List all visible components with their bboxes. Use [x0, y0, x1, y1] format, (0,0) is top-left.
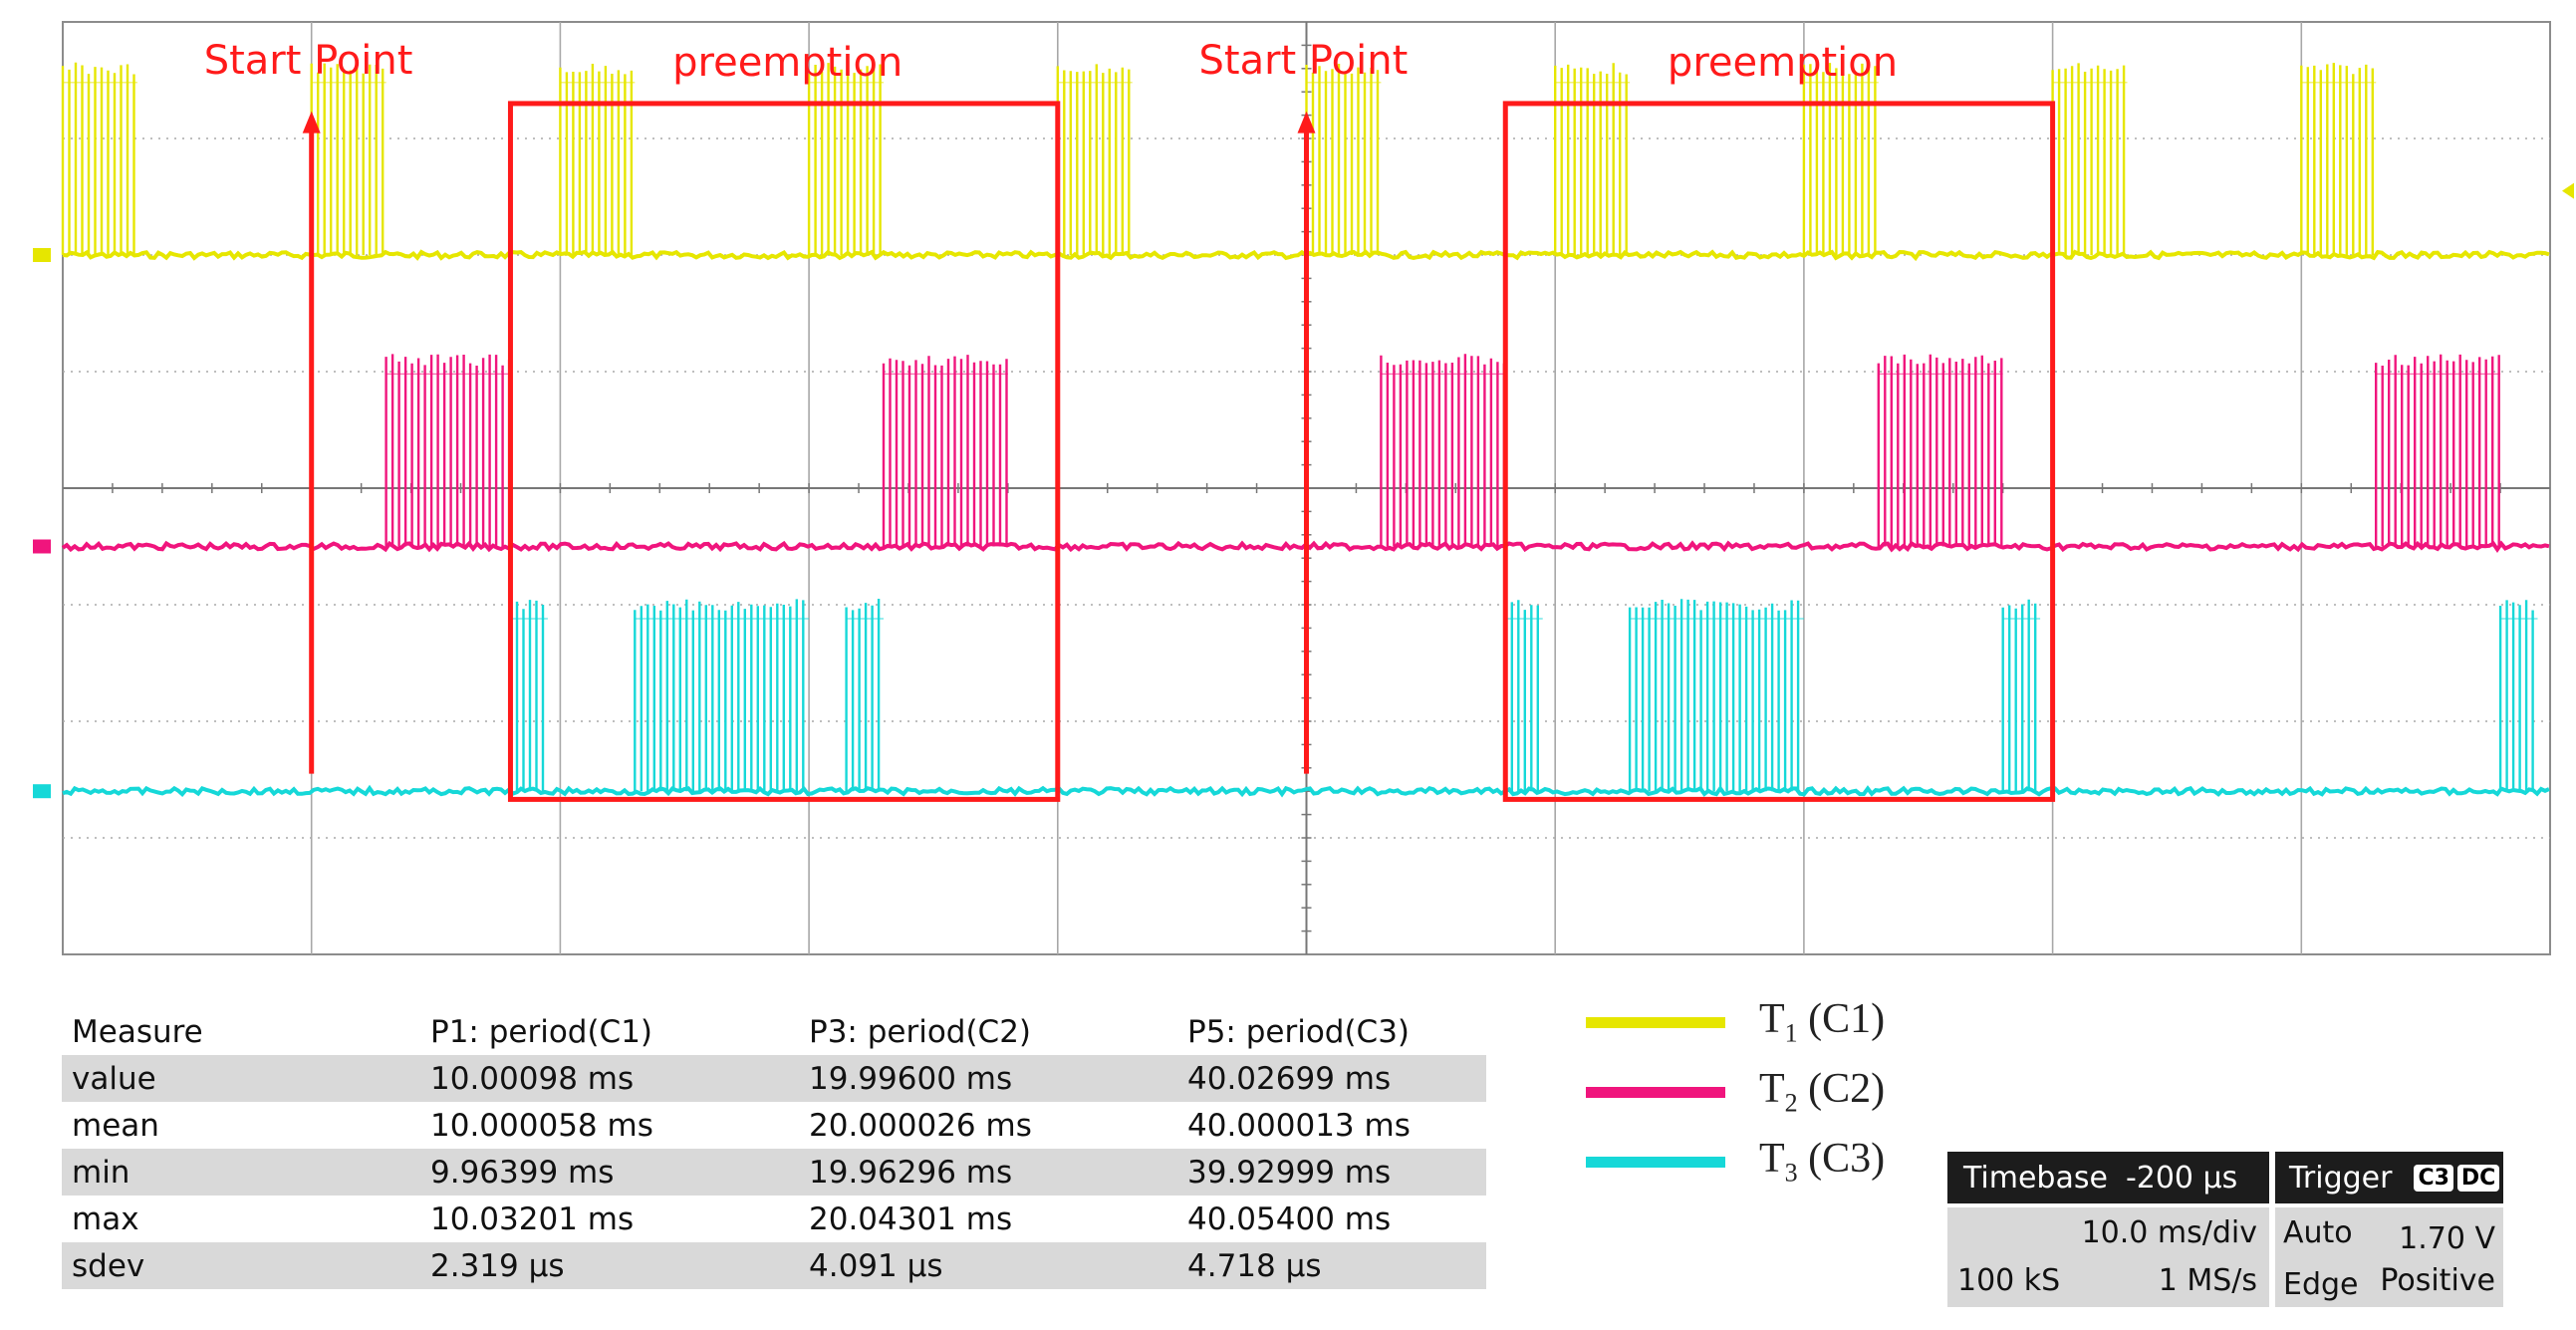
- table-cell: 9.96399 ms: [420, 1149, 799, 1196]
- legend-label: T2 (C2): [1759, 1066, 1886, 1118]
- timebase-body: 10.0 ms/div 100 kS 1 MS/s: [1947, 1207, 2269, 1307]
- trace-pulse-burst: [1554, 63, 1628, 255]
- start-point-arrowhead: [302, 111, 321, 133]
- channel-marker-c3: [33, 784, 51, 799]
- legend-swatch: [1586, 1156, 1725, 1168]
- table-header-cell: P5: period(C3): [1177, 1008, 1486, 1055]
- table-cell: 2.319 µs: [420, 1242, 799, 1289]
- trace-pulse-burst: [2001, 599, 2037, 792]
- measurement-table: Measure P1: period(C1) P3: period(C2) P5…: [62, 1008, 1486, 1289]
- trace-pulse-burst: [559, 64, 634, 255]
- legend-label: T1 (C1): [1759, 996, 1886, 1048]
- trace-pulse-burst: [385, 354, 511, 547]
- channel-marker-c1: [33, 248, 51, 262]
- trace-pulse-burst: [2498, 600, 2534, 792]
- table-cell: min: [62, 1149, 420, 1196]
- trace-pulse-burst: [2375, 354, 2500, 547]
- trigger-channel-badge: C3: [2414, 1164, 2453, 1192]
- table-header-cell: Measure: [62, 1008, 420, 1055]
- trace-pulse-burst: [1802, 63, 1877, 255]
- oscilloscope-plot: [33, 21, 2574, 955]
- preemption-label-2: preemption: [1667, 40, 1899, 86]
- start-point-arrowhead: [1297, 111, 1316, 133]
- time-per-div: 10.0 ms/div: [2081, 1215, 2257, 1250]
- trace-pulse-burst: [882, 355, 1008, 547]
- trigger-body: Auto 1.70 V Edge Positive: [2275, 1207, 2503, 1307]
- start-point-label-1: Start Point: [203, 38, 413, 84]
- trace-pulse-burst: [1877, 354, 2003, 547]
- table-cell: sdev: [62, 1242, 420, 1289]
- table-cell: 40.02699 ms: [1177, 1055, 1486, 1102]
- trace-pulse-burst: [845, 599, 881, 792]
- table-cell: max: [72, 1200, 139, 1237]
- trace-baseline-c3: [62, 784, 2550, 798]
- legend-swatch: [1586, 1086, 1725, 1098]
- timebase-label: Timebase: [1963, 1160, 2108, 1196]
- table-header-cell: P3: period(C2): [799, 1008, 1177, 1055]
- table-cell: 19.99600 ms: [799, 1055, 1177, 1102]
- table-cell: value: [62, 1055, 420, 1102]
- trace-pulse-burst: [634, 599, 805, 792]
- legend-swatch: [1586, 1016, 1725, 1028]
- table-cell: 4.091 µs: [799, 1242, 1177, 1289]
- table-cell: 10.03201 ms: [430, 1200, 635, 1237]
- table-row: min 9.96399 ms 19.96296 ms 39.92999 ms: [62, 1149, 1486, 1196]
- trigger-label: Trigger: [2289, 1160, 2393, 1196]
- trace-pulse-burst: [2300, 63, 2374, 255]
- scope-annotations: [302, 101, 2056, 802]
- preemption-box: [507, 101, 1061, 802]
- trigger-slope: Positive: [2380, 1263, 2495, 1298]
- trace-c3: [33, 599, 2550, 799]
- trace-pulse-burst: [807, 63, 882, 255]
- trigger-type: Edge: [2283, 1267, 2359, 1302]
- table-cell: 40.000013 ms: [1187, 1107, 1411, 1144]
- table-row: mean 10.000058 ms 20.000026 ms 40.000013…: [62, 1102, 1486, 1149]
- table-cell: mean: [72, 1107, 159, 1144]
- table-header-row: Measure P1: period(C1) P3: period(C2) P5…: [62, 1008, 1486, 1055]
- table-cell: 20.04301 ms: [809, 1200, 1013, 1237]
- table-row: value 10.00098 ms 19.99600 ms 40.02699 m…: [62, 1055, 1486, 1102]
- table-cell: 4.718 µs: [1177, 1242, 1486, 1289]
- table-row: max 10.03201 ms 20.04301 ms 40.05400 ms: [62, 1196, 1486, 1242]
- legend-item-t1: T1 (C1): [1586, 992, 1885, 1052]
- table-cell: 39.92999 ms: [1177, 1149, 1486, 1196]
- timebase-value: -200 µs: [2125, 1160, 2238, 1196]
- trigger-coupling-badge: DC: [2456, 1164, 2500, 1192]
- table-cell: 10.000058 ms: [430, 1107, 653, 1144]
- table-cell: 10.00098 ms: [420, 1055, 799, 1102]
- table-header-cell: P1: period(C1): [420, 1008, 799, 1055]
- trace-pulse-burst: [61, 62, 135, 255]
- start-point-label-2: Start Point: [1198, 38, 1409, 84]
- legend-label: T3 (C3): [1759, 1136, 1886, 1188]
- timebase-header: Timebase -200 µs: [1947, 1152, 2269, 1203]
- legend-item-t2: T2 (C2): [1586, 1062, 1885, 1122]
- trigger-header: Trigger C3 DC: [2275, 1152, 2503, 1203]
- trace-pulse-burst: [1380, 354, 1506, 547]
- trace-pulse-burst: [1628, 599, 1800, 792]
- table-cell: 20.000026 ms: [809, 1107, 1032, 1144]
- trigger-level: 1.70 V: [2399, 1221, 2495, 1256]
- channel-marker-c2: [33, 539, 51, 554]
- preemption-box: [1502, 101, 2056, 802]
- sample-rate: 1 MS/s: [2158, 1263, 2257, 1298]
- table-cell: 40.05400 ms: [1187, 1200, 1392, 1237]
- trigger-level-marker: [2562, 182, 2574, 199]
- sample-count: 100 kS: [1957, 1263, 2061, 1298]
- preemption-label-1: preemption: [672, 40, 903, 86]
- table-row: sdev 2.319 µs 4.091 µs 4.718 µs: [62, 1242, 1486, 1289]
- legend-item-t3: T3 (C3): [1586, 1132, 1885, 1192]
- trigger-mode: Auto: [2283, 1215, 2353, 1250]
- table-cell: 19.96296 ms: [799, 1149, 1177, 1196]
